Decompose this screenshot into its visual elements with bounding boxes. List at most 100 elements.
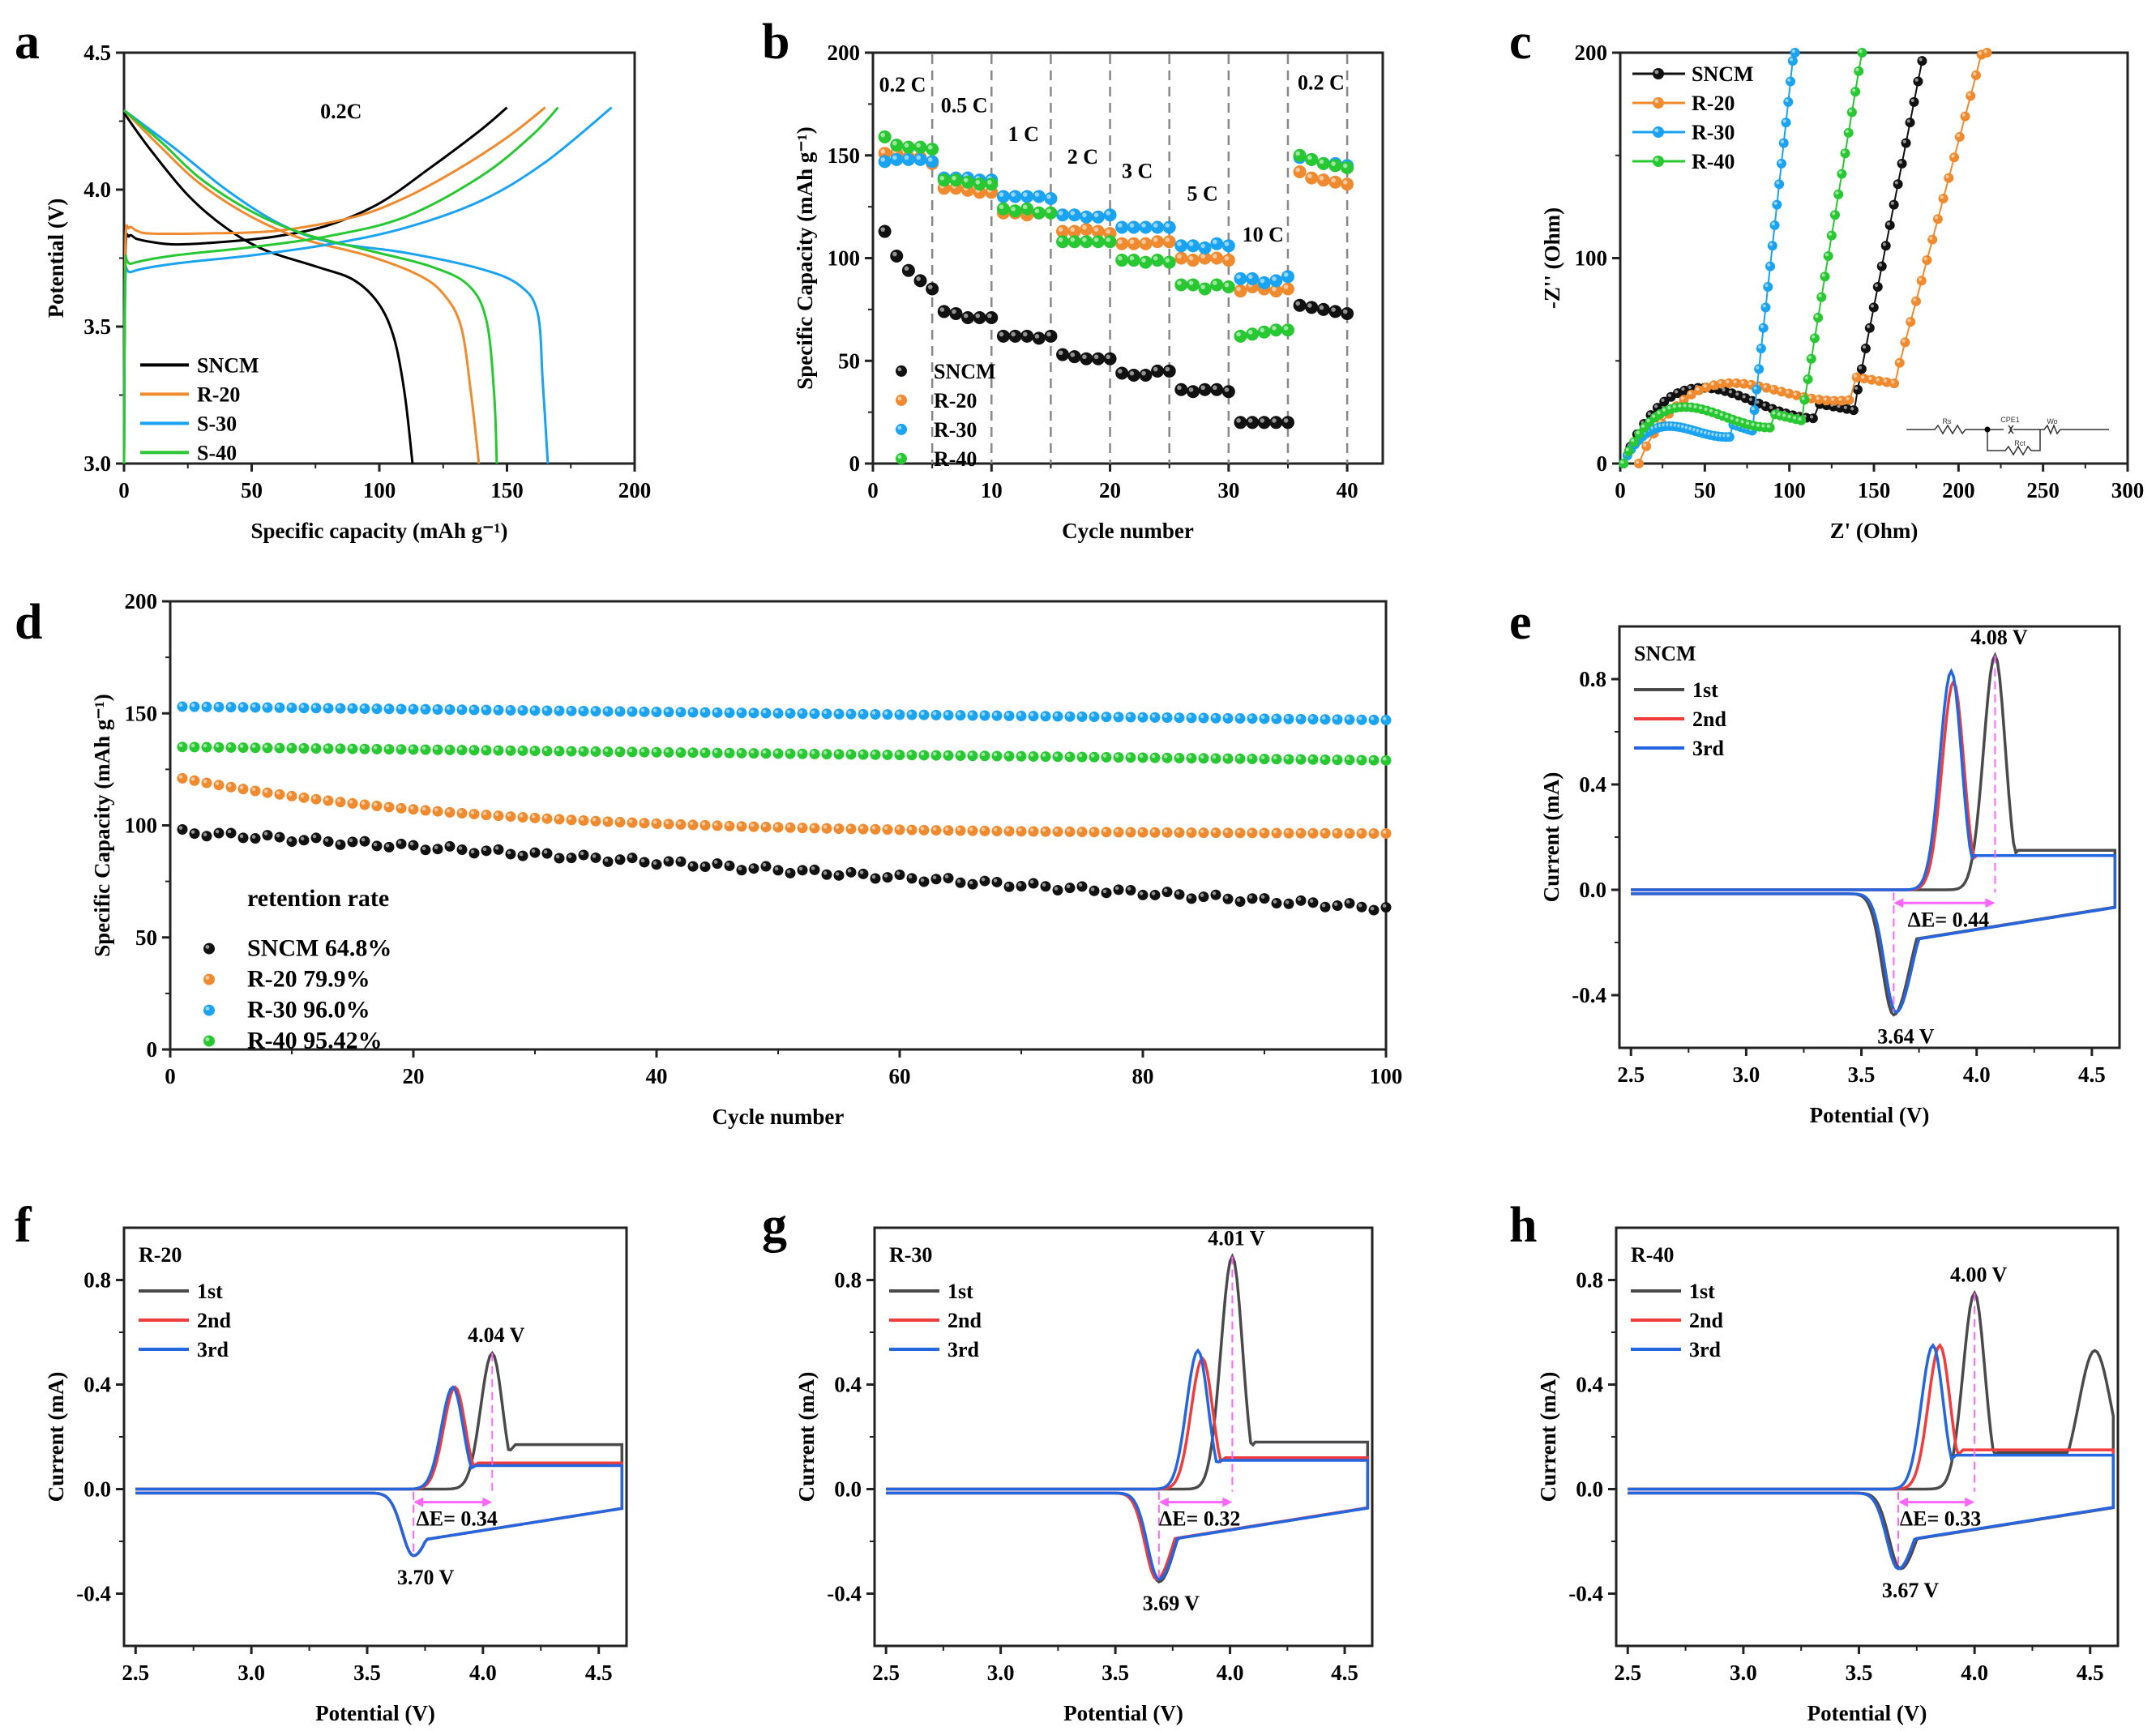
x-axis-title: Potential (V)	[1807, 1701, 1927, 1725]
data-point	[991, 710, 1003, 721]
data-point	[602, 816, 614, 827]
data-point	[1162, 220, 1176, 234]
x-tick-label: 30	[1217, 478, 1239, 502]
data-point	[1064, 826, 1076, 837]
data-point	[1380, 754, 1392, 766]
data-point-highlight	[178, 703, 183, 707]
data-point	[918, 824, 930, 836]
data-point-highlight	[543, 849, 548, 854]
legend-label: R-30	[934, 418, 977, 442]
data-point	[1101, 827, 1112, 838]
y-tick-label: 0.4	[834, 1373, 862, 1397]
data-point	[554, 853, 565, 864]
data-point	[1966, 91, 1976, 101]
data-point	[614, 854, 626, 866]
cv-curve-3rd	[1628, 1343, 2115, 1571]
data-point	[833, 823, 845, 835]
data-point-highlight	[1370, 906, 1375, 911]
data-point-highlight	[1956, 134, 1961, 138]
data-point	[894, 870, 905, 881]
data-point	[493, 745, 504, 756]
data-point-highlight	[1854, 386, 1859, 391]
data-point	[1186, 893, 1197, 904]
legend-marker-highlight	[1654, 99, 1659, 104]
data-point-highlight	[640, 748, 645, 753]
data-point	[347, 743, 358, 754]
data-point	[1806, 353, 1816, 364]
data-point	[724, 747, 735, 759]
data-point	[1080, 210, 1093, 224]
data-point	[1186, 827, 1197, 839]
data-point-highlight	[1248, 715, 1253, 720]
data-point-highlight	[1224, 241, 1230, 246]
data-point	[1234, 329, 1247, 343]
data-point	[943, 825, 954, 836]
data-point-highlight	[952, 309, 956, 314]
legend-marker-highlight	[897, 367, 902, 372]
data-point-highlight	[993, 827, 998, 831]
data-point-highlight	[847, 710, 852, 715]
data-point	[274, 742, 285, 754]
data-point-highlight	[1070, 227, 1076, 232]
data-point-highlight	[239, 744, 244, 748]
data-point	[529, 812, 541, 823]
data-point-highlight	[762, 862, 767, 867]
y-tick-label: 0.8	[834, 1268, 862, 1293]
y-axis-title: Current (mA)	[44, 1372, 68, 1502]
data-point-highlight	[883, 826, 888, 830]
data-point-highlight	[1776, 181, 1780, 185]
data-point-highlight	[750, 823, 755, 827]
data-point-highlight	[1710, 382, 1714, 386]
data-point-highlight	[1742, 395, 1746, 399]
data-point	[627, 746, 638, 758]
data-point-highlight	[397, 805, 402, 809]
data-point	[930, 825, 942, 836]
data-point-highlight	[969, 752, 973, 756]
data-point	[541, 813, 553, 824]
data-point-highlight	[847, 869, 852, 873]
data-point-highlight	[543, 707, 548, 712]
data-point	[1868, 302, 1879, 313]
data-point-highlight	[434, 807, 438, 812]
data-point-highlight	[798, 710, 803, 714]
panel-letter: c	[1509, 15, 1532, 70]
legend-label: R-20	[197, 383, 240, 406]
data-point-highlight	[580, 748, 584, 752]
data-point-highlight	[999, 331, 1004, 337]
legend-marker-highlight	[205, 976, 210, 980]
data-point	[724, 707, 735, 718]
data-point-highlight	[1058, 237, 1063, 242]
data-point	[456, 745, 468, 756]
data-point	[996, 190, 1010, 203]
data-point-highlight	[1756, 423, 1760, 427]
data-point-highlight	[361, 746, 366, 750]
data-point-highlight	[1046, 208, 1051, 214]
data-point-highlight	[385, 844, 390, 848]
data-point	[517, 705, 528, 716]
data-point-highlight	[811, 750, 815, 754]
data-point	[1271, 754, 1282, 765]
data-point-highlight	[738, 823, 742, 827]
data-point-highlight	[1236, 286, 1241, 292]
sample-label: R-20	[139, 1243, 182, 1267]
data-point-highlight	[1022, 192, 1028, 197]
data-point-highlight	[1029, 827, 1034, 832]
data-point-highlight	[823, 825, 828, 829]
rate-annotation: 0.2C	[320, 100, 361, 123]
legend-label: R-20	[1692, 92, 1735, 115]
data-point-highlight	[1763, 384, 1767, 388]
oxidation-peak-label: 4.01 V	[1208, 1226, 1265, 1250]
data-point	[1960, 111, 1970, 122]
data-point	[1115, 237, 1129, 250]
data-point	[225, 827, 237, 839]
data-point	[432, 844, 443, 855]
data-point	[639, 746, 650, 758]
data-point-highlight	[1345, 756, 1350, 761]
data-point	[845, 749, 857, 760]
data-point	[408, 703, 419, 715]
y-axis-title: Potential (V)	[44, 199, 68, 318]
data-point-highlight	[494, 846, 499, 850]
data-point-highlight	[1260, 895, 1265, 899]
data-point-highlight	[1078, 713, 1083, 717]
